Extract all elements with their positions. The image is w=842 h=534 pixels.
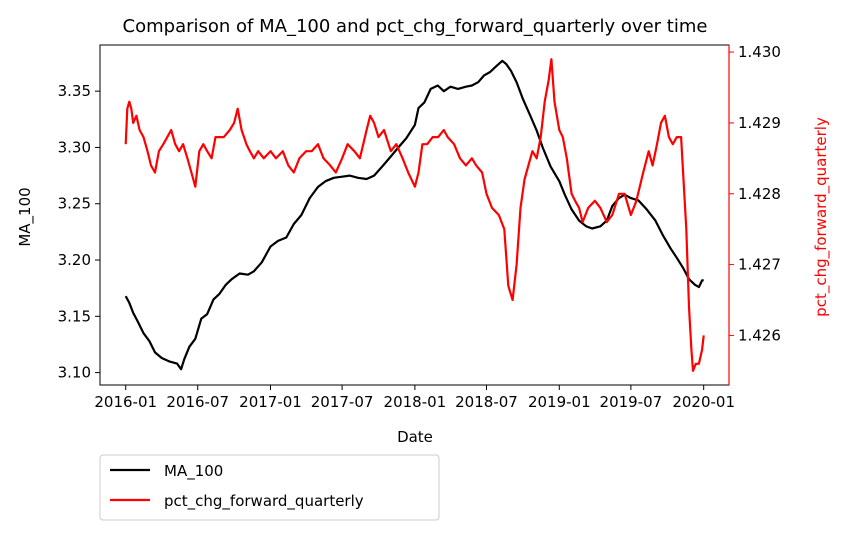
x-tick-label: 2018-07 [455,393,518,411]
plot-frame [99,44,730,386]
y-axis-left: 3.10 3.15 3.20 3.25 3.30 3.35 [58,82,100,382]
x-tick-label: 2016-07 [166,393,229,411]
y-tick-label-left: 3.30 [58,138,91,156]
y-axis-label-right: pct_chg_forward_quarterly [812,117,831,317]
y-tick-label-right: 1.427 [738,256,781,274]
x-tick-label: 2016-01 [94,393,157,411]
series-line-ma-100 [124,59,704,371]
y-tick-label-right: 1.428 [738,185,781,203]
legend-label-ma-100: MA_100 [164,462,223,481]
y-tick-label-left: 3.35 [58,82,91,100]
y-tick-label-left: 3.15 [58,307,91,325]
y-tick-label-right: 1.429 [738,114,781,132]
y-tick-label-left: 3.20 [58,251,91,269]
x-axis-label: Date [397,428,433,446]
x-tick-label: 2017-07 [311,393,374,411]
x-axis: 2016-01 2016-07 2017-01 2017-07 2018-01 2018-… [94,385,735,411]
x-tick-label: 2019-01 [528,393,591,411]
y-tick-label-left: 3.25 [58,195,91,213]
x-tick-label: 2020-01 [672,393,735,411]
y-axis-label-left: MA_100 [16,187,35,246]
y-tick-label-right: 1.430 [738,43,781,61]
y-tick-label-right: 1.426 [738,326,781,344]
x-tick-label: 2019-07 [600,393,663,411]
legend-label-pct-chg: pct_chg_forward_quarterly [164,492,364,511]
x-tick-label: 2018-01 [384,393,447,411]
x-tick-label: 2017-01 [239,393,302,411]
legend-box [99,454,440,521]
series-line-pct-chg [124,58,705,372]
chart-title: Comparison of MA_100 and pct_chg_forward… [123,16,708,37]
y-tick-label-left: 3.10 [58,364,91,382]
legend: MA_100 pct_chg_forward_quarterly [99,454,440,521]
y-axis-right: 1.426 1.427 1.428 1.429 1.430 [728,43,781,385]
plot-area [124,58,705,372]
